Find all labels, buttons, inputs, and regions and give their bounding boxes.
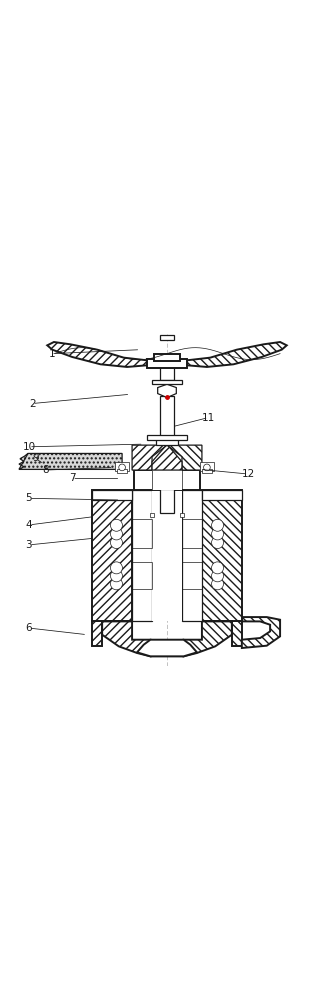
Circle shape xyxy=(111,519,123,531)
Circle shape xyxy=(111,562,123,574)
Bar xyxy=(132,490,152,621)
Text: 5: 5 xyxy=(26,493,32,503)
Bar xyxy=(92,490,132,500)
Bar xyxy=(160,367,174,380)
Bar xyxy=(152,380,182,384)
Circle shape xyxy=(111,570,123,582)
Bar xyxy=(92,490,132,621)
Circle shape xyxy=(211,528,223,540)
Polygon shape xyxy=(187,342,287,367)
Bar xyxy=(134,470,200,490)
Bar xyxy=(115,462,129,471)
Text: 11: 11 xyxy=(202,413,215,423)
Text: 8: 8 xyxy=(42,465,49,475)
Polygon shape xyxy=(232,621,242,646)
Circle shape xyxy=(211,578,223,590)
Circle shape xyxy=(111,537,123,549)
Bar xyxy=(200,462,214,471)
Bar xyxy=(180,513,184,517)
Text: 2: 2 xyxy=(29,399,36,409)
Text: 4: 4 xyxy=(26,520,32,530)
Text: 10: 10 xyxy=(22,442,35,452)
Circle shape xyxy=(204,464,210,471)
Bar xyxy=(160,396,174,439)
Bar xyxy=(182,490,202,621)
Bar xyxy=(202,469,212,473)
Bar xyxy=(150,640,184,656)
Text: 1: 1 xyxy=(49,349,55,359)
Polygon shape xyxy=(137,640,197,656)
Text: 6: 6 xyxy=(26,623,32,633)
Circle shape xyxy=(211,570,223,582)
Polygon shape xyxy=(102,621,150,656)
Circle shape xyxy=(211,562,223,574)
Polygon shape xyxy=(242,617,280,648)
Bar xyxy=(160,335,174,340)
Text: 9: 9 xyxy=(32,453,39,463)
Polygon shape xyxy=(158,384,176,398)
Bar xyxy=(154,354,180,361)
Bar xyxy=(156,439,178,445)
Text: 12: 12 xyxy=(242,469,255,479)
Polygon shape xyxy=(152,445,182,470)
Bar xyxy=(202,490,242,500)
Bar xyxy=(147,435,187,440)
Circle shape xyxy=(119,464,126,471)
Polygon shape xyxy=(92,621,102,646)
Text: 3: 3 xyxy=(26,540,32,550)
Polygon shape xyxy=(19,453,122,469)
Bar xyxy=(147,359,187,368)
Circle shape xyxy=(211,537,223,549)
Circle shape xyxy=(111,528,123,540)
Polygon shape xyxy=(132,445,167,470)
Bar xyxy=(117,469,127,473)
Bar xyxy=(152,490,182,621)
Bar xyxy=(202,490,242,621)
Circle shape xyxy=(211,519,223,531)
Polygon shape xyxy=(167,445,202,470)
Bar xyxy=(160,489,174,513)
Bar xyxy=(152,470,182,490)
Circle shape xyxy=(111,578,123,590)
Bar xyxy=(150,513,154,517)
Polygon shape xyxy=(184,621,232,656)
Polygon shape xyxy=(47,342,147,367)
Text: 7: 7 xyxy=(69,473,75,483)
